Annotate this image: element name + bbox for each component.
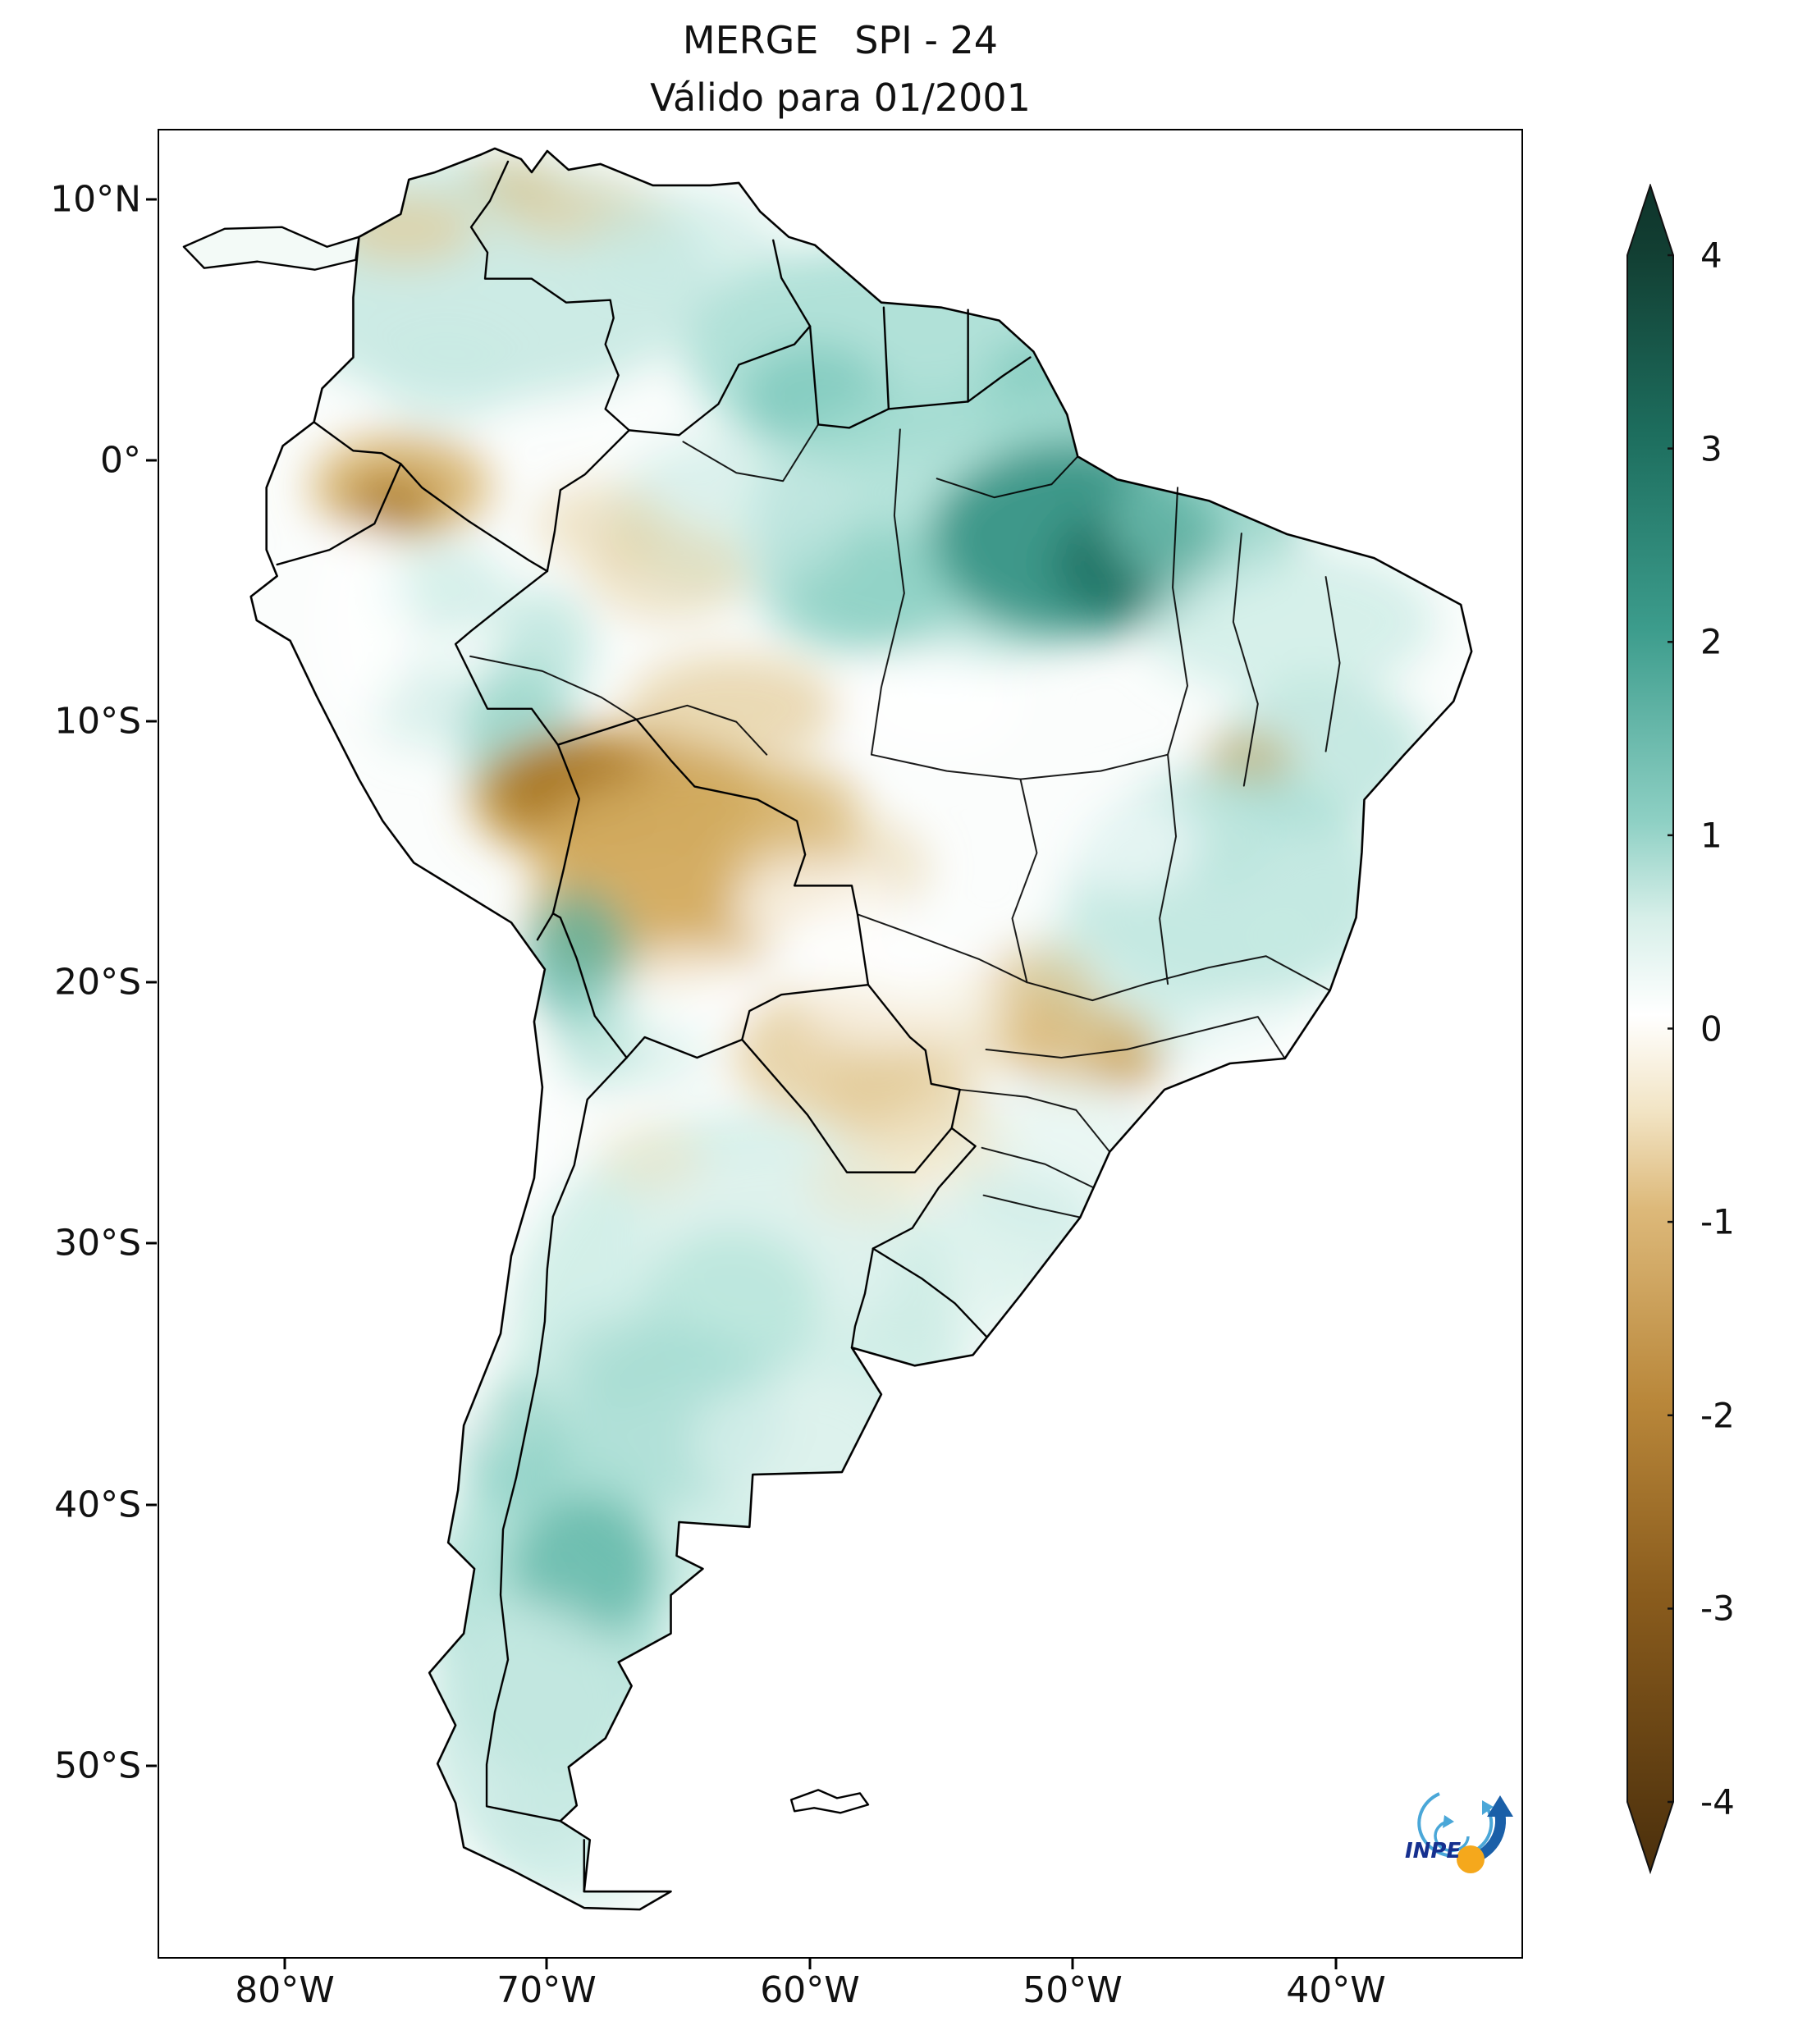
x-tick-mark bbox=[808, 1959, 812, 1969]
y-axis-tick-label: 20°S bbox=[54, 961, 141, 1004]
y-axis-tick-label: 30°S bbox=[54, 1222, 141, 1264]
colorbar-tick-label: 1 bbox=[1700, 815, 1723, 856]
y-tick-mark bbox=[146, 1764, 157, 1767]
y-tick-mark bbox=[146, 981, 157, 984]
colorbar-gradient bbox=[1626, 184, 1674, 1875]
map-svg bbox=[182, 147, 1473, 1911]
falkland-islands bbox=[789, 1789, 870, 1814]
inpe-logo-text: INPE bbox=[1405, 1839, 1461, 1863]
x-tick-mark bbox=[545, 1959, 548, 1969]
colorbar-tick-label: -3 bbox=[1700, 1588, 1735, 1629]
inpe-logo: INPE bbox=[1405, 1792, 1513, 1873]
x-axis-tick-label: 70°W bbox=[496, 1969, 597, 2011]
y-tick-mark bbox=[146, 720, 157, 723]
y-tick-mark bbox=[146, 459, 157, 462]
colorbar-tick-label: 3 bbox=[1700, 428, 1723, 469]
x-axis-tick-label: 60°W bbox=[760, 1969, 860, 2011]
x-axis-tick-label: 50°W bbox=[1023, 1969, 1123, 2011]
x-tick-mark bbox=[283, 1959, 286, 1969]
panama-landmass bbox=[182, 226, 360, 271]
map-panel bbox=[158, 129, 1523, 1959]
coastline bbox=[249, 147, 1473, 1911]
x-tick-mark bbox=[1334, 1959, 1338, 1969]
y-tick-mark bbox=[146, 1241, 157, 1245]
colorbar-tick-label: 2 bbox=[1700, 621, 1723, 662]
y-axis-tick-label: 50°S bbox=[54, 1744, 141, 1787]
y-tick-mark bbox=[146, 198, 157, 201]
y-axis-tick-label: 40°S bbox=[54, 1484, 141, 1526]
figure-subtitle: Válido para 01/2001 bbox=[650, 75, 1031, 120]
y-tick-mark bbox=[146, 1503, 157, 1507]
colorbar bbox=[1626, 184, 1674, 1875]
y-axis-tick-label: 10°N bbox=[50, 178, 141, 221]
colorbar-tick-label: -2 bbox=[1700, 1395, 1735, 1436]
colorbar-tick-label: -1 bbox=[1700, 1201, 1735, 1242]
colorbar-tick-label: 0 bbox=[1700, 1008, 1723, 1049]
x-axis-tick-label: 80°W bbox=[235, 1969, 335, 2011]
colorbar-tick-label: -4 bbox=[1700, 1781, 1735, 1822]
figure-title: MERGE SPI - 24 bbox=[682, 18, 999, 62]
spi-field bbox=[257, 154, 1437, 1909]
colorbar-tick-marks bbox=[1668, 254, 1673, 1804]
y-axis-tick-label: 10°S bbox=[54, 700, 141, 743]
state-borders bbox=[469, 423, 1341, 1219]
x-tick-mark bbox=[1071, 1959, 1074, 1969]
colorbar-tick-label: 4 bbox=[1700, 235, 1723, 276]
country-borders bbox=[276, 160, 1032, 1893]
x-axis-tick-label: 40°W bbox=[1286, 1969, 1386, 2011]
y-axis-tick-label: 0° bbox=[100, 439, 141, 482]
